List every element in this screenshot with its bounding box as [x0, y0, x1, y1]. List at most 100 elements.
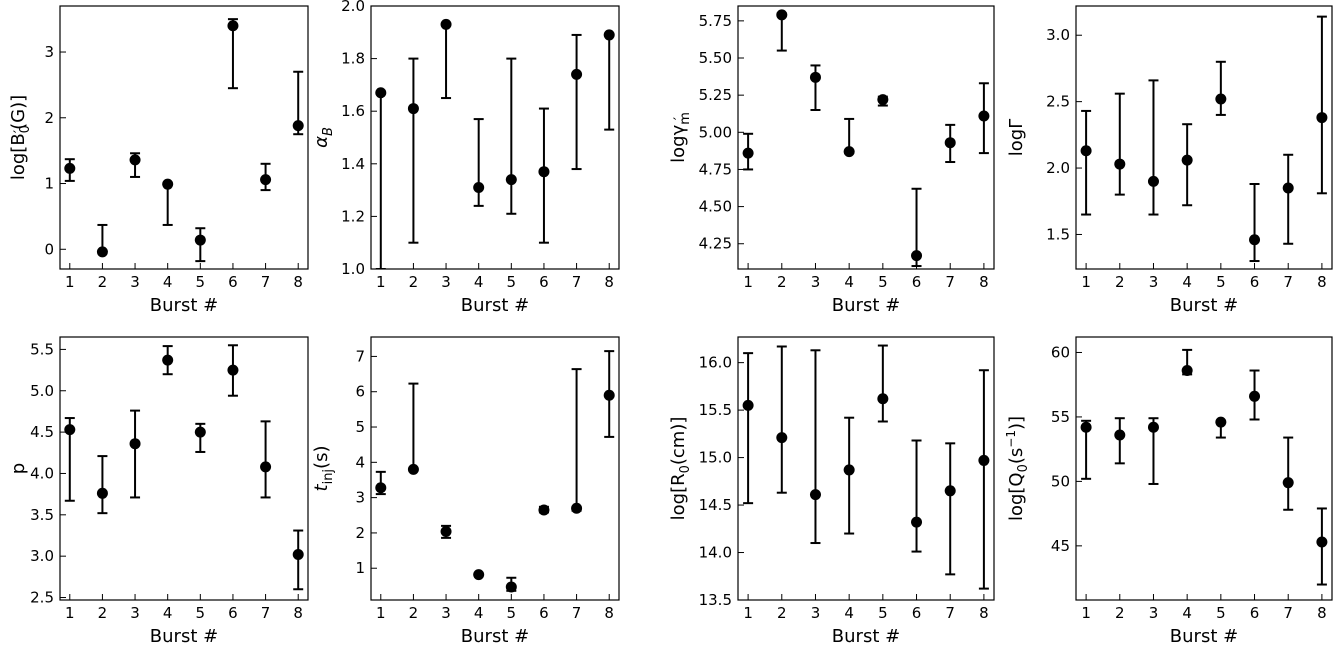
- data-point: [473, 181, 485, 193]
- x-tick-label: 8: [604, 273, 614, 291]
- y-tick-label: 4.25: [699, 235, 732, 253]
- data-point: [407, 103, 419, 115]
- y-tick-label: 55: [1051, 408, 1070, 426]
- x-tick-label: 2: [98, 604, 108, 622]
- y-axis-label-part: logγ: [668, 124, 689, 162]
- x-tick-label: 2: [409, 604, 419, 622]
- data-point: [1147, 421, 1159, 433]
- x-tick-label: 2: [1115, 604, 1125, 622]
- x-tick-label: 6: [539, 604, 549, 622]
- data-point: [809, 489, 821, 501]
- y-axis-label-part: ′: [672, 117, 688, 120]
- data-point: [129, 154, 141, 166]
- x-axis-label: Burst #: [1170, 295, 1238, 316]
- x-tick-label: 3: [130, 273, 140, 291]
- data-point: [742, 399, 754, 411]
- x-tick-label: 7: [261, 273, 271, 291]
- data-point: [944, 485, 956, 497]
- data-point: [911, 250, 923, 262]
- x-tick-label: 4: [474, 273, 484, 291]
- panel-5: 1 2 3 4 5 6 7 8 2.5 3.0 3.5 4.0 4.5 5.0 5.5 Burst # p: [8, 336, 309, 647]
- y-axis-label-part: log[R: [668, 473, 689, 520]
- data-point: [407, 463, 419, 475]
- y-axis-label-part: (s: [1006, 448, 1027, 464]
- x-tick-label: 2: [1115, 273, 1125, 291]
- panel-3: 1 2 3 4 5 6 7 8 4.25 4.50 4.75 5.00 5.25 5.50 5.75 Burs…: [668, 5, 995, 316]
- x-tick-label: 7: [1283, 273, 1293, 291]
- data-point: [505, 581, 517, 593]
- y-axis-label-part: inj: [321, 469, 336, 484]
- x-tick-label: 5: [196, 273, 206, 291]
- x-tick-label: 3: [811, 273, 821, 291]
- y-axis-label-part: −1: [1004, 430, 1018, 448]
- y-axis-label-part: 0: [1016, 464, 1031, 472]
- y-tick-label: 3.0: [30, 547, 54, 565]
- data-point: [1114, 158, 1126, 170]
- x-tick-label: 7: [572, 273, 582, 291]
- y-axis-label-part: 0: [678, 465, 693, 473]
- data-point: [96, 246, 108, 258]
- y-axis-label-part: logΓ: [1006, 119, 1027, 156]
- y-tick-label: 13.5: [699, 591, 732, 609]
- data-point: [64, 424, 76, 436]
- y-tick-label: 6: [355, 383, 365, 401]
- y-tick-label: 4.0: [30, 464, 54, 482]
- x-tick-label: 7: [1283, 604, 1293, 622]
- y-tick-label: 2: [44, 109, 54, 127]
- y-tick-label: 5.5: [30, 340, 54, 358]
- y-tick-label: 5.00: [699, 123, 732, 141]
- y-axis-label: αB: [311, 127, 336, 148]
- data-point: [96, 487, 108, 499]
- y-tick-label: 1: [355, 559, 365, 577]
- x-tick-label: 3: [1149, 604, 1159, 622]
- data-point: [129, 438, 141, 450]
- data-point: [1316, 536, 1328, 548]
- x-tick-label: 2: [777, 604, 787, 622]
- x-tick-label: 3: [130, 604, 140, 622]
- data-point: [292, 549, 304, 561]
- data-point: [538, 504, 550, 516]
- x-tick-label: 5: [1216, 604, 1226, 622]
- x-tick-label: 5: [878, 604, 888, 622]
- x-tick-label: 3: [1149, 273, 1159, 291]
- data-point: [1114, 429, 1126, 441]
- y-tick-label: 4: [355, 453, 365, 471]
- y-axis-label-part: log[B: [8, 133, 29, 180]
- y-tick-label: 45: [1051, 537, 1070, 555]
- data-point: [843, 464, 855, 476]
- axes-frame: [59, 336, 309, 601]
- x-tick-label: 3: [441, 604, 451, 622]
- plot-area: [1080, 348, 1328, 586]
- data-point: [1282, 477, 1294, 489]
- x-tick-label: 6: [539, 273, 549, 291]
- x-tick-label: 8: [293, 604, 303, 622]
- y-tick-label: 4.5: [30, 423, 54, 441]
- y-tick-label: 3: [355, 489, 365, 507]
- x-axis-label: Burst #: [461, 295, 529, 316]
- x-axis-label: Burst #: [1170, 626, 1238, 647]
- x-tick-label: 5: [878, 273, 888, 291]
- data-point: [260, 174, 272, 186]
- x-tick-label: 8: [979, 273, 989, 291]
- y-tick-label: 1: [44, 175, 54, 193]
- data-point: [505, 174, 517, 186]
- y-tick-label: 1.0: [341, 260, 365, 278]
- data-point: [440, 526, 452, 538]
- x-tick-label: 5: [196, 604, 206, 622]
- y-axis-label-part: (s): [311, 446, 332, 469]
- x-tick-label: 1: [743, 273, 753, 291]
- x-tick-label: 2: [777, 273, 787, 291]
- data-point: [292, 120, 304, 132]
- y-tick-label: 2.0: [1046, 159, 1070, 177]
- plot-area: [375, 350, 615, 593]
- data-point: [1080, 421, 1092, 433]
- y-axis-label-part: B: [321, 127, 336, 136]
- y-tick-label: 1.4: [341, 155, 365, 173]
- y-tick-label: 3: [44, 43, 54, 61]
- x-tick-label: 4: [1182, 604, 1192, 622]
- x-tick-label: 1: [376, 273, 386, 291]
- data-point: [194, 426, 206, 438]
- x-tick-label: 4: [163, 604, 173, 622]
